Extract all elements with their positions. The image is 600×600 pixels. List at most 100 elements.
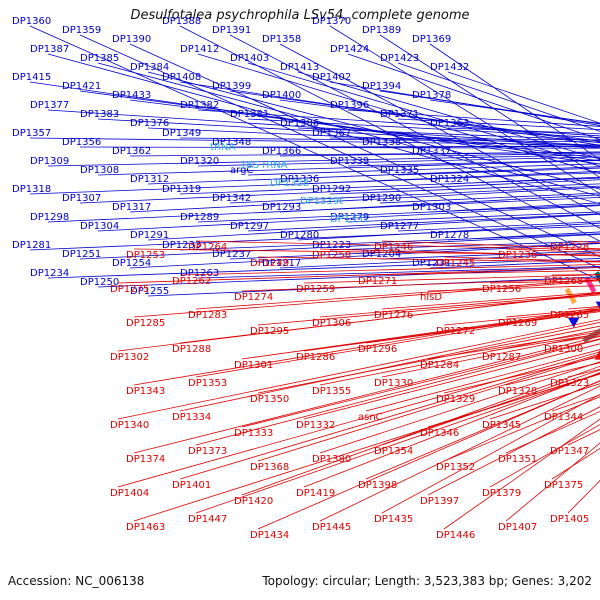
reverse-leader-line [179, 321, 600, 412]
reverse-gene-label: DP1274 [234, 292, 273, 303]
reverse-leader-line [133, 306, 600, 386]
forward-gene-label: DP1237 [212, 249, 251, 260]
reverse-gene-label: DP1352 [436, 462, 475, 473]
forward-feature-block [584, 276, 597, 294]
reverse-leader-line [195, 240, 600, 251]
forward-gene-label: DP1363 [430, 118, 469, 129]
forward-gene-label: DP1308 [80, 165, 119, 176]
rna-gene-label: DP1331 [330, 214, 369, 225]
reverse-gene-label: DP1447 [188, 514, 227, 525]
reverse-gene-label: DP1262 [172, 276, 211, 287]
forward-gene-label: DP1358 [262, 34, 301, 45]
map-title: Desulfotalea psychrophila LSv54, complet… [130, 8, 470, 23]
reverse-leader-line [427, 406, 600, 496]
forward-leader-line [347, 53, 600, 141]
rna-gene-label: DP1328 [270, 178, 309, 189]
forward-leader-line [429, 99, 600, 124]
reverse-gene-label: DP1264 [188, 242, 227, 253]
forward-leader-line [79, 146, 600, 149]
reverse-leader-line [195, 308, 600, 378]
forward-gene-label: DP1312 [130, 174, 169, 185]
reverse-gene-label: DP1374 [126, 454, 165, 465]
forward-gene-label: DP1384 [130, 62, 169, 73]
reverse-gene-label: DP1286 [296, 352, 335, 363]
reverse-leader-line [489, 383, 600, 420]
forward-gene-label: DP1378 [412, 90, 451, 101]
reverse-leader-line [303, 274, 600, 284]
reverse-gene-label: asnC [358, 412, 383, 423]
forward-gene-label: DP1263 [180, 268, 219, 279]
forward-gene-label: DP1382 [180, 100, 219, 111]
forward-leader-line [129, 151, 600, 157]
forward-gene-label: DP1396 [330, 100, 369, 111]
forward-gene-label: DP1342 [212, 193, 251, 204]
forward-gene-label: DP1381 [230, 109, 269, 120]
reverse-leader-line [427, 331, 600, 360]
reverse-gene-label: DP1446 [436, 530, 475, 541]
reverse-gene-label: DP1347 [550, 446, 589, 457]
reverse-gene-label: DP1275 [110, 284, 149, 295]
forward-leader-line [247, 213, 600, 232]
forward-leader-line [197, 204, 600, 223]
forward-feature-block [594, 271, 600, 288]
forward-gene-label: DP1370 [312, 16, 351, 27]
reverse-gene-label: DP1375 [544, 480, 583, 491]
forward-gene-label: DP1348 [212, 137, 251, 148]
reverse-gene-label: DP1405 [550, 514, 589, 525]
forward-leader-line [429, 152, 600, 157]
forward-gene-label: DP1290 [362, 193, 401, 204]
forward-leader-line [247, 118, 600, 139]
reverse-leader-line [117, 266, 600, 284]
reverse-leader-line [303, 372, 600, 488]
reverse-gene-label: DP1276 [374, 310, 413, 321]
forward-gene-label: DP1386 [280, 118, 319, 129]
reverse-leader-line [505, 411, 600, 454]
reverse-gene-label: DP1340 [110, 420, 149, 431]
forward-gene-label: DP1337 [412, 146, 451, 157]
reverse-leader-line [257, 380, 600, 530]
rna-gene-label: tRNA [210, 142, 235, 153]
forward-gene-label: DP1292 [312, 184, 351, 195]
forward-gene-label: DP1231 [412, 258, 451, 269]
reverse-leader-line [443, 356, 600, 394]
reverse-leader-line [117, 292, 600, 352]
reverse-gene-label: DP1333 [234, 428, 273, 439]
forward-leader-line [147, 166, 600, 185]
forward-gene-label: DP1389 [362, 25, 401, 36]
forward-gene-label: DP1400 [262, 90, 301, 101]
reverse-leader-line [505, 442, 600, 522]
forward-leader-line [179, 177, 600, 195]
forward-gene-label: DP1415 [12, 72, 51, 83]
reverse-leader-line [381, 393, 600, 514]
reverse-leader-line [365, 270, 600, 276]
forward-leader-line [129, 186, 600, 213]
forward-leader-line [197, 109, 600, 137]
reverse-leader-line [117, 319, 600, 420]
forward-gene-label: DP1298 [30, 212, 69, 223]
forward-gene-label: DP1318 [12, 184, 51, 195]
forward-gene-label: DP1376 [130, 118, 169, 129]
forward-leader-line [79, 90, 600, 162]
reverse-leader-line [257, 256, 600, 263]
reverse-leader-line [133, 248, 600, 256]
forward-leader-line [179, 137, 600, 143]
reverse-gene-label: DP1258 [312, 250, 351, 261]
forward-gene-label: DP1387 [30, 44, 69, 55]
forward-gene-label: DP1217 [262, 258, 301, 269]
reverse-leader-line [489, 424, 600, 488]
reverse-gene-label: DP1330 [374, 378, 413, 389]
rna-gene-label: DP1339t [300, 196, 343, 207]
forward-leader-line [229, 242, 600, 260]
reverse-leader-line [319, 361, 600, 454]
forward-gene-label: DP1408 [162, 72, 201, 83]
forward-gene-label: DP1356 [62, 137, 101, 148]
reverse-gene-label: DP1295 [250, 326, 289, 337]
forward-arrow [595, 301, 600, 313]
reverse-gene-label: DP1380 [312, 454, 351, 465]
forward-leader-line [447, 71, 600, 124]
reverse-gene-label: DP1300 [544, 344, 583, 355]
forward-gene-label: DP1421 [62, 81, 101, 92]
forward-leader-line [197, 156, 600, 167]
forward-leader-line [297, 127, 600, 141]
forward-leader-line [279, 252, 600, 269]
